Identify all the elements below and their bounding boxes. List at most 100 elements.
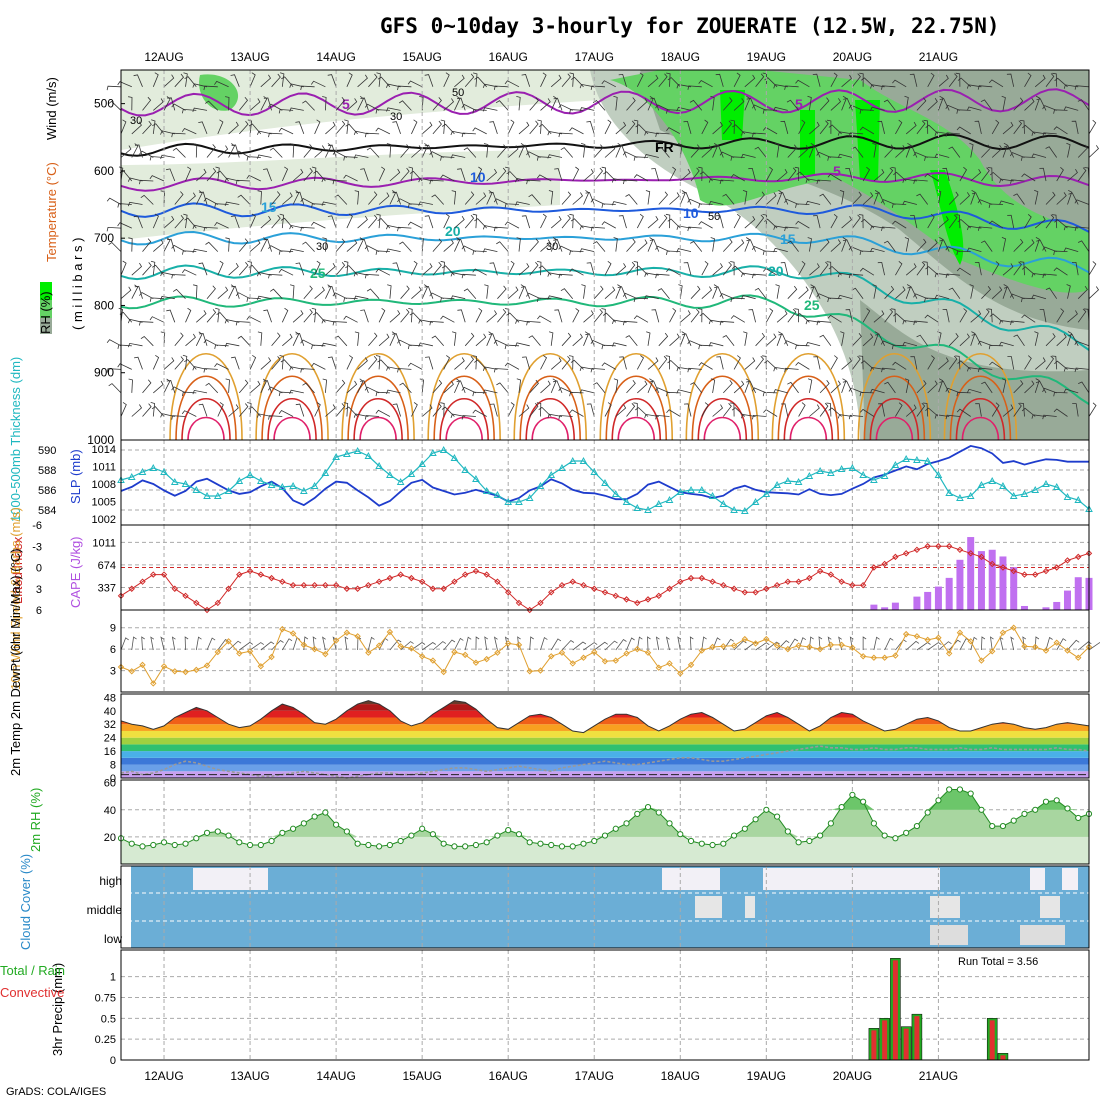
wind-barb-41-755 [547,272,563,277]
wind-barb-9-475 [203,85,218,91]
wind-barb-6-510 [171,103,186,111]
wind-barb-50-895 [658,355,668,370]
wind-barb-31-825 [440,315,455,323]
wind-barb-73-580 [905,142,912,158]
wind-tick-6: 6 [110,644,116,656]
thickness-point-42 [568,456,577,464]
wind-barb-10-825 [216,311,229,323]
wind-barb-12-790 [235,292,251,300]
wind-barb-8-510 [192,107,208,113]
wind-barb-70-790 [872,284,877,299]
wind-barb-42-860 [572,333,583,347]
wind-barb-52-580 [678,143,683,158]
wind-barb-54-475 [687,85,702,90]
rh-point-32 [462,843,469,850]
wind-barb-25-755 [375,268,391,276]
wind-speed-point-10 [225,638,232,645]
lifted-index-point-73 [902,550,910,557]
wind-barb-39-790 [526,292,541,300]
wind-barb-81-685 [977,226,993,231]
wind-barb-39-755 [537,261,542,276]
li-tick-6: 6 [36,605,42,617]
rh-point-12 [246,841,254,849]
wind-barb-9-825 [215,307,220,323]
wind-barb-61-790 [775,284,780,299]
wind-barb-0-790 [120,286,132,300]
wind-barb-29-650 [418,201,433,206]
wind-speed-point-33 [472,659,480,666]
wind-barb-16-580 [289,143,295,158]
wind-barb-18-545 [314,119,321,135]
temp-tick-16: 16 [104,746,116,758]
wind-barb-80-790 [981,285,992,299]
wind-barb-57-545 [730,119,735,134]
wind-barb-3-545 [151,119,156,134]
thickness-point-29 [429,448,437,456]
wind-speed-point-12 [246,648,254,655]
wind-barb-47-580 [617,144,627,158]
wind-barb-39-545 [537,119,542,134]
wind-barb-60-965 [752,414,767,420]
wind-barb-84-650 [1013,193,1025,205]
wind-barb-30-580 [429,151,444,158]
wind-barb-87-510 [1042,105,1057,111]
cloud-mid-patch-2 [930,896,960,918]
wind-barb-35-615 [497,167,507,182]
wind-barb-23-615 [360,168,369,182]
wind-barb-0-545 [120,119,127,135]
thickness-point-31 [450,453,459,461]
thickness-point-57 [730,505,738,513]
wind-barb-1-930 [128,378,133,393]
wind-speed-point-34 [483,655,490,663]
wind-speed-point-57 [730,642,738,649]
wind-speed-point-7 [193,666,200,674]
wind-barb-15-615 [281,166,289,182]
wind-barb-32-475 [464,73,475,88]
wind-barb-19-860 [311,344,326,350]
wind-barb-7-475 [184,76,197,88]
wind-barb-50-965 [644,413,659,419]
surface-barb-47 [626,637,635,651]
wind-barb-35-510 [482,107,498,112]
wind-barb-44-685 [579,225,595,230]
wind-barb-66-720 [830,239,842,252]
wind-barb-88-685 [1054,219,1068,229]
wind-speed-point-71 [881,654,888,661]
wind-barb-72-825 [890,308,896,323]
rh-band-lower-dark [860,300,1089,440]
wind-barb-71-580 [884,144,895,158]
lifted-index-point-66 [827,571,835,578]
top-date-axis: 12AUG 13AUG 14AUG 15AUG 16AUG 17AUG 18AUG 19AUG… [144,50,958,64]
bl-arch-5-2 [611,398,662,441]
top-date-21aug: 21AUG [919,50,958,64]
wind-barb-45-825 [601,308,606,323]
wind-barb-39-895 [540,355,548,370]
wind-barb-71-510 [870,106,885,112]
bl-arch-5-1 [605,375,668,441]
wind-barb-88-965 [1053,408,1068,417]
wind-barb-5-580 [160,154,175,160]
surface-barb-73 [905,640,920,651]
surface-barb-49 [647,636,651,651]
wind-barb-58-930 [744,378,750,394]
wind-barb-57-930 [733,380,745,394]
surface-barb-45 [604,640,618,651]
thickness-point-43 [579,456,588,464]
wind-barb-48-720 [637,239,648,252]
lifted-index-point-0 [117,592,125,600]
wind-barb-40-895 [550,357,562,370]
wind-barb-6-545 [171,132,186,138]
wind-barb-84-685 [1024,213,1032,229]
cloud-level-middle: middle [87,903,123,917]
lifted-index-point-77 [945,543,953,550]
wind-speed-point-73 [902,630,910,638]
wind-barb-36-685 [493,226,509,232]
rh-point-85 [1032,806,1039,813]
wind-speed-point-29 [429,657,437,664]
wind-barb-81-860 [977,340,993,347]
wind-speed-point-66 [827,641,835,649]
wind-barb-50-755 [644,272,659,277]
wind-barb-6-650 [185,192,196,205]
